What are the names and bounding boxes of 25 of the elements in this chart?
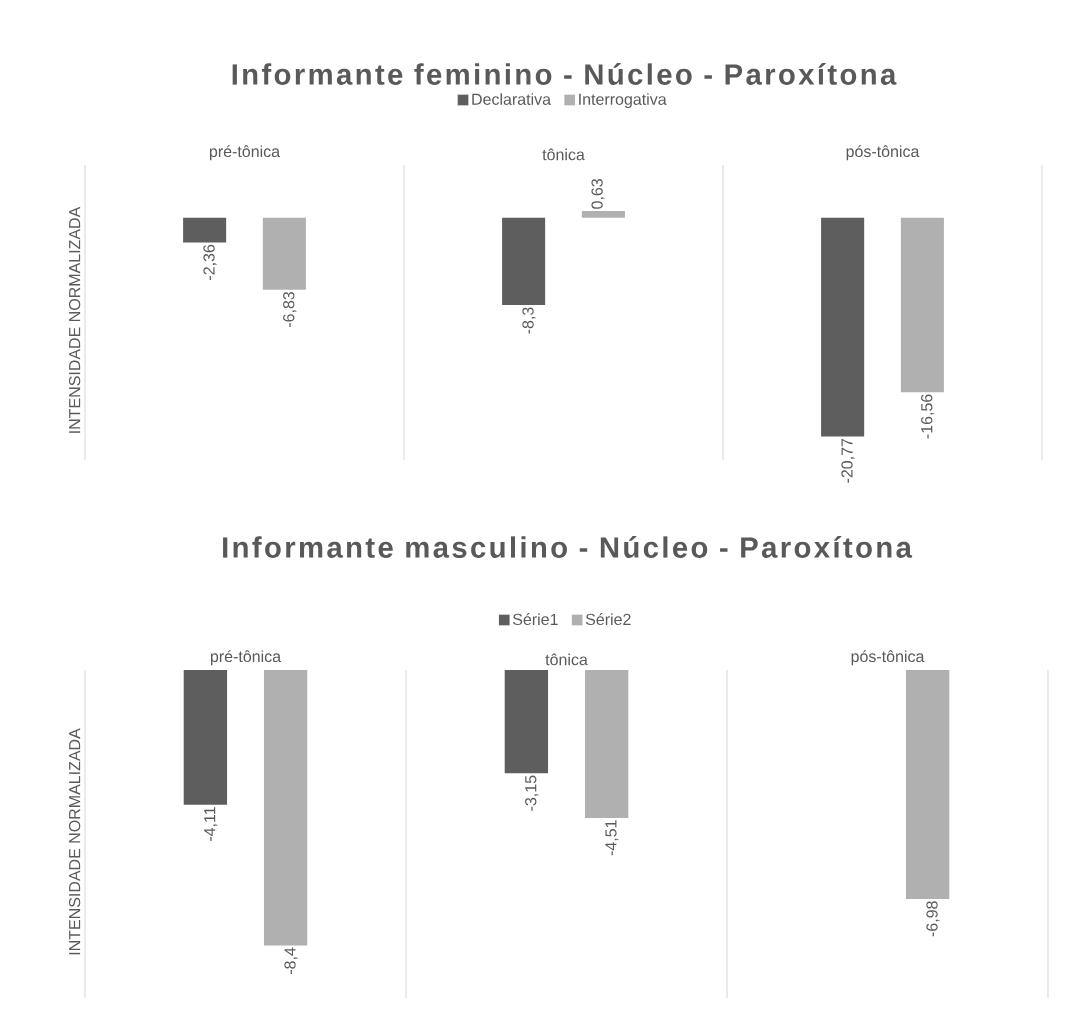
legend-label: Declarativa [472, 93, 552, 105]
x-tick-label: tônica [542, 148, 585, 161]
chart-title: Informante feminino - Núcleo - Paroxítona [232, 63, 897, 85]
legend-label: Interrogativa [579, 93, 667, 109]
x-tick-label: pré-tônica [209, 145, 281, 161]
data-label: -8,4 [284, 947, 298, 974]
x-tick-label: pós-tônica [846, 145, 920, 161]
y-axis-title: INTENSIDADE NORMALIZADA [68, 206, 81, 433]
data-label: -3,15 [525, 775, 539, 811]
data-label: -2,36 [203, 244, 217, 280]
chart-title: Informante masculino - Núcleo - Paroxítona [223, 536, 913, 558]
x-tick-label: pós-tônica [851, 650, 925, 666]
data-label: -4,51 [605, 820, 619, 856]
data-label: -20,77 [841, 438, 855, 483]
x-tick-label: tônica [545, 653, 588, 666]
data-label: 0,63 [591, 179, 605, 209]
x-tick-label: pré-tônica [210, 650, 282, 666]
data-label: -16,56 [921, 394, 935, 439]
data-label: -6,83 [283, 291, 297, 327]
y-axis-title: INTENSIDADE NORMALIZADA [68, 728, 81, 955]
legend-label: Série2 [585, 613, 631, 626]
legend-label: Série1 [512, 613, 558, 626]
data-label: -8,3 [522, 307, 536, 334]
data-label: -4,11 [204, 807, 218, 841]
data-label: -6,98 [926, 901, 940, 937]
